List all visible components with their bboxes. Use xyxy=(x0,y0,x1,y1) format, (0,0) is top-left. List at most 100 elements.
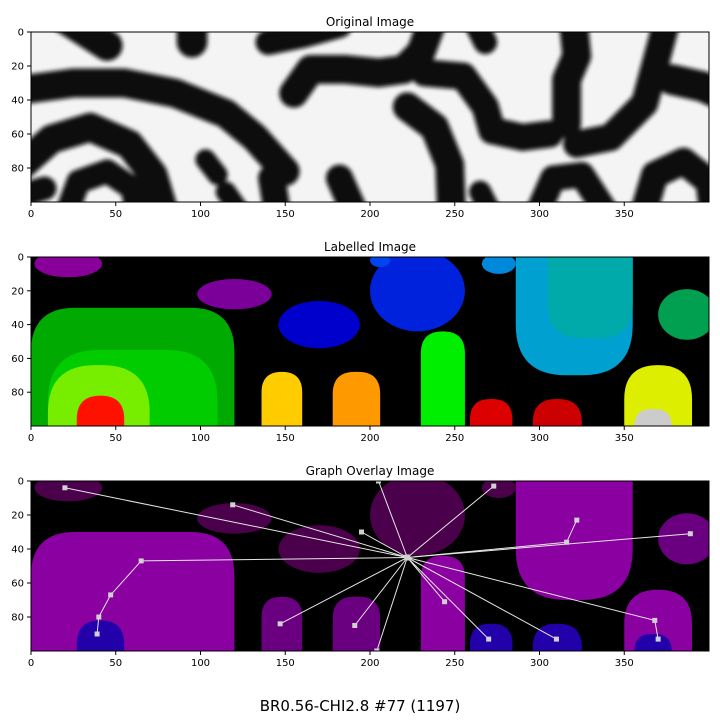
plot-area xyxy=(31,481,709,651)
graph-edge xyxy=(376,557,408,651)
x-tick-label: 350 xyxy=(615,658,634,669)
label-region-10 xyxy=(481,257,516,274)
pattern-blob xyxy=(255,32,351,55)
pattern-blob xyxy=(632,147,709,202)
plot-area xyxy=(31,257,709,426)
graph-node xyxy=(442,599,448,605)
x-tick-label: 150 xyxy=(276,658,295,669)
overlay-region xyxy=(278,525,360,573)
x-tick-label: 50 xyxy=(109,658,122,669)
x-tick-label: 0 xyxy=(28,658,34,669)
overlay-region xyxy=(470,623,513,651)
panel-title: Original Image xyxy=(326,15,414,29)
panel-labelled-image: 0 50 100 150 200 250 300 350 0 20 40 60 80 Labelled I… xyxy=(11,240,710,444)
x-tick-label: 50 xyxy=(109,433,122,444)
y-tick-label: 60 xyxy=(11,354,24,365)
y-tick-label: 40 xyxy=(11,545,24,556)
label-region-9 xyxy=(370,257,391,268)
x-tick-label: 200 xyxy=(360,209,379,220)
y-tick-label: 20 xyxy=(11,62,24,73)
label-region-3 xyxy=(47,365,150,426)
graph-node xyxy=(486,636,492,642)
y-tick-label: 40 xyxy=(11,96,24,107)
graph-node xyxy=(277,621,283,627)
graph-edge xyxy=(96,616,100,635)
pattern-blob xyxy=(258,164,290,202)
graph-node xyxy=(62,485,68,491)
y-tick-label: 60 xyxy=(11,130,24,141)
x-tick-label: 50 xyxy=(109,209,122,220)
pattern-blob xyxy=(656,64,709,107)
pattern-blob xyxy=(58,159,148,202)
label-region-18 xyxy=(532,398,582,426)
graph-node xyxy=(574,517,580,523)
y-tick-label: 20 xyxy=(11,511,24,522)
pattern-blob xyxy=(31,68,300,186)
graph-edge xyxy=(64,487,408,558)
x-tick-label: 300 xyxy=(530,658,549,669)
graph-edge xyxy=(406,557,445,603)
graph-node xyxy=(230,502,236,508)
graph-node xyxy=(652,617,658,623)
x-tick-label: 0 xyxy=(28,209,34,220)
graph-node xyxy=(94,631,100,637)
pattern-blob xyxy=(325,164,365,202)
label-region-7 xyxy=(278,300,360,349)
x-tick-label: 250 xyxy=(445,433,464,444)
label-region-6 xyxy=(197,278,272,310)
x-tick-label: 250 xyxy=(445,209,464,220)
pattern-blob xyxy=(410,59,564,151)
y-tick-label: 40 xyxy=(11,320,24,331)
label-region-16 xyxy=(332,371,381,426)
graph-edge xyxy=(566,519,578,543)
x-tick-label: 350 xyxy=(615,433,634,444)
label-region-4 xyxy=(76,395,125,426)
graph-node xyxy=(352,623,358,628)
graph-node xyxy=(655,636,661,642)
label-region-14 xyxy=(420,331,465,426)
panel-title: Graph Overlay Image xyxy=(306,464,435,478)
graph-edge xyxy=(406,557,490,640)
pattern-blob xyxy=(279,32,444,108)
x-tick-label: 300 xyxy=(530,209,549,220)
x-tick-label: 100 xyxy=(191,658,210,669)
panel-original-image: 0 50 100 150 200 250 300 350 0 20 40 60 80 Original I… xyxy=(11,15,710,220)
x-tick-label: 0 xyxy=(28,433,34,444)
graph-edge xyxy=(110,560,142,596)
pattern-blob xyxy=(31,176,57,202)
graph-edge xyxy=(407,557,557,640)
blob-layer xyxy=(31,32,709,202)
label-region-20 xyxy=(634,409,672,426)
x-tick-label: 100 xyxy=(191,433,210,444)
graph-node xyxy=(374,648,380,651)
graph-edge xyxy=(654,620,659,640)
y-tick-label: 20 xyxy=(11,286,24,297)
pattern-blob xyxy=(469,180,498,202)
graph-node xyxy=(564,539,570,545)
overlay-region xyxy=(624,589,693,651)
graph-node xyxy=(96,614,102,620)
label-region-5 xyxy=(34,257,103,278)
pattern-blob xyxy=(528,162,615,202)
graph-hub-node xyxy=(404,554,411,561)
overlay-region xyxy=(31,532,235,651)
graph-edge xyxy=(361,531,408,558)
graph-node xyxy=(491,483,497,489)
label-region-17 xyxy=(470,398,513,426)
y-tick-label: 80 xyxy=(11,164,24,175)
graph-node xyxy=(687,531,693,537)
overlay-region xyxy=(197,503,272,534)
graph-node xyxy=(138,558,144,564)
overlay-region xyxy=(76,620,125,651)
pattern-blob xyxy=(466,32,498,55)
label-region-13 xyxy=(658,289,709,340)
x-tick-label: 350 xyxy=(615,209,634,220)
pattern-blob xyxy=(563,32,678,158)
label-region-15 xyxy=(261,371,303,426)
graph-edge xyxy=(407,557,655,621)
y-tick-label: 80 xyxy=(11,388,24,399)
graph-node xyxy=(359,529,365,535)
graph-node xyxy=(553,636,559,642)
graph-edge xyxy=(279,557,408,625)
